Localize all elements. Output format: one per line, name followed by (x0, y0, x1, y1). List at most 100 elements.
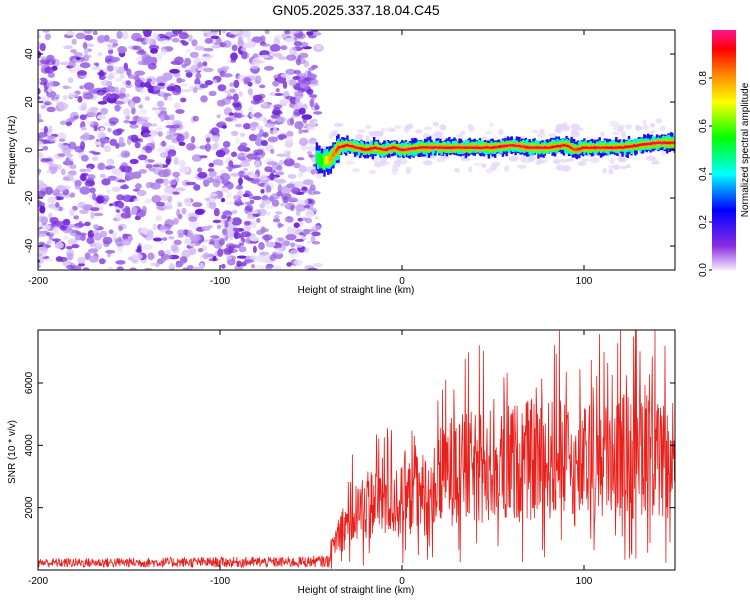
ridge-cell (640, 143, 643, 146)
noise-speckle (47, 72, 55, 78)
y-tick-label: 4000 (24, 434, 35, 457)
noise-speckle (236, 260, 242, 267)
noise-speckle (47, 135, 55, 140)
noise-speckle (284, 37, 296, 43)
ridge-haze-speckle (575, 127, 585, 131)
noise-speckle (264, 122, 276, 128)
noise-speckle (61, 185, 72, 190)
noise-speckle (140, 227, 149, 234)
noise-speckle (38, 87, 41, 95)
noise-speckle (178, 141, 186, 146)
ridge-haze-speckle (508, 155, 519, 162)
noise-speckle (288, 46, 298, 56)
noise-speckle (75, 32, 86, 40)
noise-speckle (107, 175, 118, 181)
noise-speckle (56, 220, 61, 227)
noise-speckle (278, 135, 284, 141)
ridge-cell (458, 146, 461, 149)
noise-speckle (257, 208, 267, 217)
noise-speckle (109, 138, 118, 146)
noise-speckle (132, 45, 142, 51)
noise-speckle (86, 120, 94, 126)
noise-speckle (210, 235, 220, 239)
noise-speckle (220, 220, 226, 228)
noise-speckle (169, 68, 180, 74)
ridge-cell (514, 144, 517, 147)
noise-speckle (204, 80, 213, 86)
ridge-cell (341, 145, 344, 148)
noise-speckle (38, 140, 44, 148)
y-tick-label: 40 (24, 48, 35, 60)
ridge-cell (411, 147, 414, 150)
ridge-cell (538, 146, 541, 149)
noise-speckle (244, 204, 254, 212)
noise-speckle (283, 30, 292, 35)
ridge-cell (436, 146, 440, 149)
noise-speckle (43, 101, 53, 106)
ridge-cell (474, 146, 478, 149)
ridge-cell (439, 146, 442, 149)
noise-speckle (276, 165, 283, 171)
noise-speckle (84, 180, 96, 187)
ridge-haze-speckle (439, 124, 447, 131)
noise-speckle (216, 224, 222, 230)
ridge-haze-speckle (381, 161, 391, 166)
ridge-cell (367, 148, 371, 151)
noise-speckle (48, 212, 53, 220)
noise-speckle (92, 30, 98, 36)
noise-speckle (103, 145, 112, 153)
noise-speckle (118, 225, 123, 232)
ridge-cell (607, 146, 610, 149)
noise-speckle (42, 30, 50, 33)
ridge-cell (534, 146, 538, 149)
ridge-haze-speckle (405, 166, 412, 172)
noise-speckle (48, 125, 53, 134)
ridge-cell (478, 146, 482, 150)
noise-speckle (214, 142, 219, 149)
noise-speckle (38, 96, 41, 100)
noise-speckle (82, 93, 94, 100)
ridge-haze-speckle (489, 122, 494, 127)
noise-speckle (273, 37, 281, 46)
ridge-cell (641, 143, 645, 146)
noise-speckle (201, 30, 212, 33)
noise-speckle (48, 233, 54, 241)
noise-speckle (38, 258, 41, 264)
ridge-haze-speckle (393, 160, 402, 166)
noise-speckle (120, 212, 131, 219)
ridge-haze-speckle (539, 128, 545, 133)
ridge-haze-speckle (642, 124, 649, 131)
ridge-cell (407, 147, 410, 151)
ridge-cell (332, 153, 335, 157)
noise-speckle (254, 160, 261, 169)
colorbar-label: Normalized spectral amplitude (740, 82, 750, 217)
ridge-cell (643, 143, 646, 146)
noise-speckle (313, 111, 323, 115)
noise-speckle (107, 44, 112, 48)
noise-speckle (275, 211, 283, 215)
noise-speckle (273, 93, 284, 96)
ridge-cell (590, 146, 594, 149)
ridge-cell (566, 145, 569, 148)
noise-speckle (181, 41, 189, 46)
noise-speckle (74, 145, 85, 153)
x-tick-label: -100 (210, 576, 230, 587)
noise-speckle (82, 132, 91, 139)
ridge-cell (593, 146, 596, 149)
ridge-cell (463, 146, 466, 149)
noise-speckle (57, 132, 67, 141)
noise-speckle (280, 45, 288, 51)
noise-speckle (230, 244, 241, 249)
noise-speckle (247, 41, 257, 48)
noise-speckle (155, 178, 165, 184)
noise-speckle (82, 267, 90, 270)
noise-speckle (269, 92, 276, 96)
noise-speckle (53, 98, 59, 103)
noise-speckle (286, 183, 295, 189)
noise-speckle (184, 238, 192, 245)
noise-speckle (242, 193, 250, 198)
noise-speckle (90, 207, 100, 212)
ridge-haze-speckle (645, 155, 656, 161)
noise-speckle (208, 193, 218, 197)
